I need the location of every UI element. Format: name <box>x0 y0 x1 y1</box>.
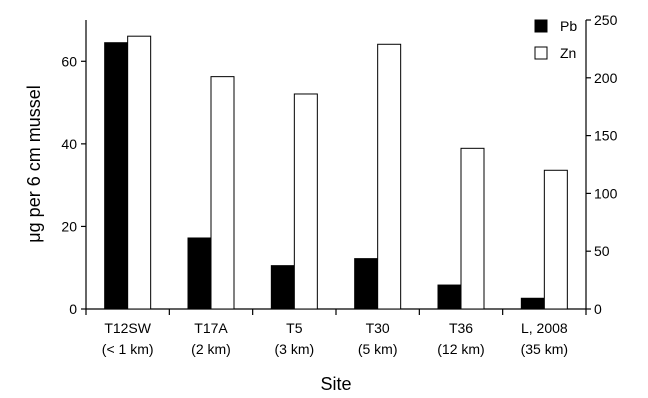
bar-zn-t17a <box>210 76 235 310</box>
legend-swatch-zn <box>534 46 548 60</box>
right-tick-label-150: 150 <box>594 128 618 144</box>
right-y-ticks: 0 50 100 150 200 250 <box>586 12 618 317</box>
right-tick-label-0: 0 <box>594 301 602 317</box>
category-labels: T12SW (< 1 km) T17A (2 km) T5 (3 km) T30 (5 km)… <box>85 309 587 357</box>
bar-zn-t30 <box>377 43 402 310</box>
bar-zn-t5 <box>293 93 318 310</box>
left-tick-label-0: 0 <box>69 301 77 317</box>
right-tick-label-50: 50 <box>594 243 610 259</box>
right-tick-label-250: 250 <box>594 12 618 28</box>
bar-zn-t12sw <box>127 35 152 310</box>
left-tick-label-60: 60 <box>61 53 77 69</box>
chart-axes <box>85 20 587 310</box>
bar-zn-l-2008 <box>543 169 568 310</box>
legend-label-pb: Pb <box>560 18 577 34</box>
right-tick-label-200: 200 <box>594 70 618 86</box>
category-label-t5: T5 <box>286 320 303 336</box>
category-sublabel-t36: (12 km) <box>437 341 484 357</box>
legend-label-zn: Zn <box>560 45 576 61</box>
bar-zn-t36 <box>460 147 485 310</box>
legend-swatch-pb <box>534 19 548 33</box>
legend: Pb Zn <box>534 18 577 61</box>
bar-pb-t17a <box>187 237 212 310</box>
bar-series <box>104 35 568 310</box>
category-sublabel-t30: (5 km) <box>358 341 398 357</box>
category-sublabel-t5: (3 km) <box>274 341 314 357</box>
category-label-t12sw: T12SW <box>104 320 151 336</box>
left-y-ticks: 0 20 40 60 <box>61 53 86 317</box>
category-label-t17a: T17A <box>194 320 228 336</box>
x-axis-title: Site <box>320 374 351 394</box>
bar-pb-t30 <box>354 258 379 310</box>
left-tick-label-20: 20 <box>61 218 77 234</box>
y-axis-title: μg per 6 cm mussel <box>24 85 44 242</box>
category-label-l-2008: L, 2008 <box>521 320 568 336</box>
left-tick-label-40: 40 <box>61 136 77 152</box>
bar-pb-t36 <box>437 284 462 310</box>
category-label-t36: T36 <box>449 320 473 336</box>
category-sublabel-t12sw: (< 1 km) <box>102 341 154 357</box>
right-tick-label-100: 100 <box>594 185 618 201</box>
category-label-t30: T30 <box>366 320 390 336</box>
bar-pb-t5 <box>270 265 295 310</box>
bar-pb-t12sw <box>104 42 129 310</box>
bar-pb-l-2008 <box>520 297 545 310</box>
category-sublabel-t17a: (2 km) <box>191 341 231 357</box>
category-sublabel-l-2008: (35 km) <box>521 341 568 357</box>
